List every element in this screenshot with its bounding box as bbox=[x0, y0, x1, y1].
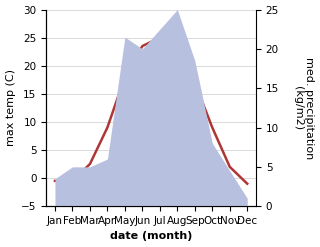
Y-axis label: med. precipitation
(kg/m2): med. precipitation (kg/m2) bbox=[293, 57, 315, 159]
Y-axis label: max temp (C): max temp (C) bbox=[5, 69, 16, 146]
X-axis label: date (month): date (month) bbox=[110, 231, 192, 242]
